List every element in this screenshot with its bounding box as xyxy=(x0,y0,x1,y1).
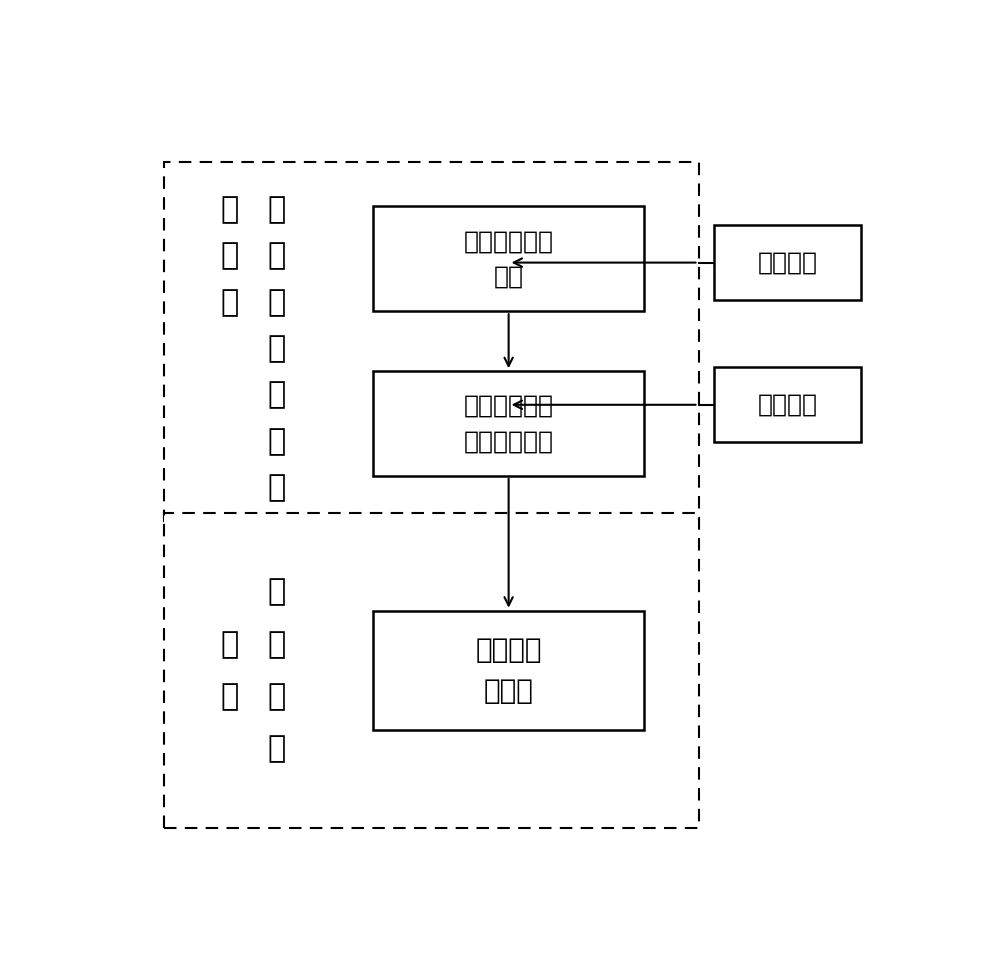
Bar xyxy=(714,367,861,442)
Bar xyxy=(164,161,698,536)
Text: 建: 建 xyxy=(267,427,285,456)
Text: 森: 森 xyxy=(267,682,285,712)
Text: 机: 机 xyxy=(267,630,285,659)
Text: 分: 分 xyxy=(220,630,239,659)
Text: 森: 森 xyxy=(267,288,285,317)
Text: 立: 立 xyxy=(267,473,285,503)
Bar xyxy=(373,610,644,730)
Text: 随: 随 xyxy=(267,577,285,607)
Text: 训: 训 xyxy=(220,241,239,270)
Text: 建立和训练随
机森林分类器: 建立和训练随 机森林分类器 xyxy=(464,394,554,453)
Text: 随机森林
分类器: 随机森林 分类器 xyxy=(475,636,542,705)
Text: 和: 和 xyxy=(220,195,239,224)
Text: 机: 机 xyxy=(267,241,285,270)
Text: 林: 林 xyxy=(267,334,285,364)
Text: 林: 林 xyxy=(267,735,285,764)
Bar xyxy=(373,206,644,311)
Text: 练: 练 xyxy=(220,288,239,317)
Bar xyxy=(373,371,644,476)
Text: 训练数据: 训练数据 xyxy=(758,251,818,274)
Bar xyxy=(164,513,698,828)
Bar xyxy=(714,226,861,300)
Text: 系统映射关系
建模: 系统映射关系 建模 xyxy=(464,229,554,289)
Text: 的: 的 xyxy=(267,381,285,409)
Text: 类: 类 xyxy=(220,682,239,712)
Text: 测试数据: 测试数据 xyxy=(758,393,818,417)
Text: 随: 随 xyxy=(267,195,285,224)
